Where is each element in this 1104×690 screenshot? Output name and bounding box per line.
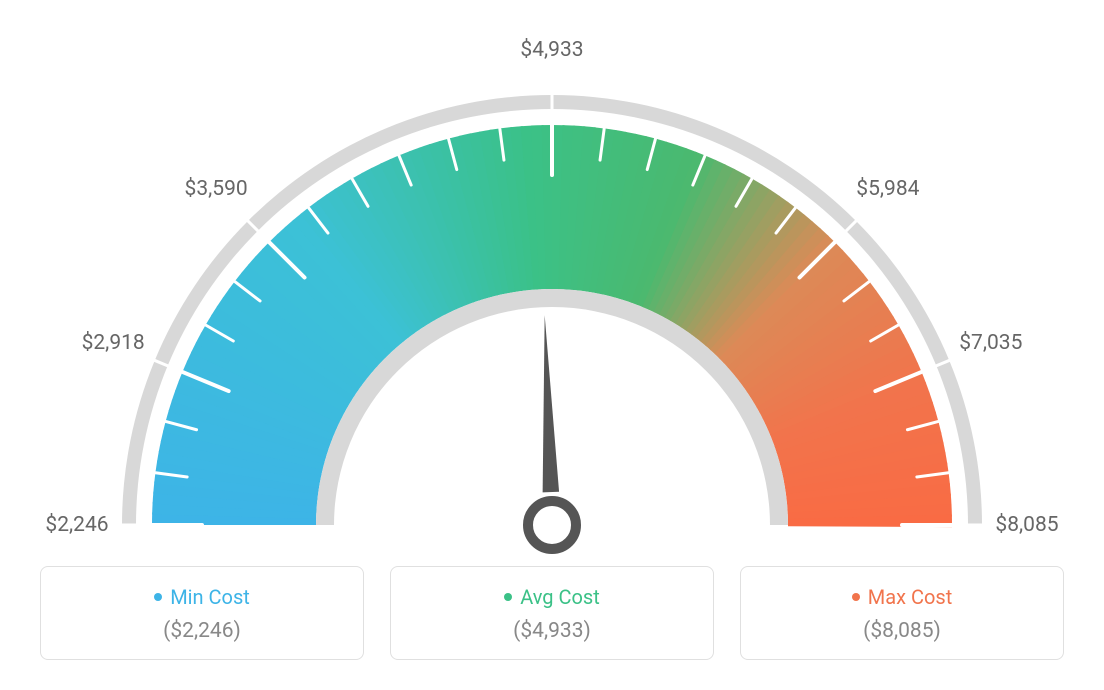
- gauge-tick-label: $8,085: [995, 513, 1058, 537]
- cost-gauge-container: $2,246 $2,918 $3,590 $4,933 $5,984 $7,035 $8,0…: [0, 0, 1104, 690]
- legend-dot-max: [852, 593, 860, 601]
- legend-dot-avg: [504, 593, 512, 601]
- legend-card-min: Min Cost ($2,246): [40, 566, 364, 660]
- legend-title-min: Min Cost: [154, 585, 250, 609]
- legend-title-max: Max Cost: [852, 585, 953, 609]
- legend-value-avg: ($4,933): [401, 619, 703, 643]
- gauge-tick-label: $7,035: [959, 331, 1022, 355]
- gauge-tick-label: $5,984: [856, 177, 919, 201]
- legend-dot-min: [154, 593, 162, 601]
- legend-label-max: Max Cost: [868, 585, 953, 609]
- legend-value-min: ($2,246): [51, 619, 353, 643]
- legend-card-avg: Avg Cost ($4,933): [390, 566, 714, 660]
- gauge-tick-label: $2,246: [45, 513, 108, 537]
- legend-card-max: Max Cost ($8,085): [740, 566, 1064, 660]
- gauge-tick-label: $3,590: [185, 177, 248, 201]
- legend-title-avg: Avg Cost: [504, 585, 600, 609]
- legend-value-max: ($8,085): [751, 619, 1053, 643]
- gauge-tick-label: $2,918: [82, 331, 145, 355]
- gauge-chart: $2,246 $2,918 $3,590 $4,933 $5,984 $7,035 $8,0…: [0, 0, 1104, 560]
- legend-row: Min Cost ($2,246) Avg Cost ($4,933) Max …: [40, 566, 1064, 660]
- legend-label-min: Min Cost: [170, 585, 250, 609]
- gauge-svg: [0, 0, 1104, 560]
- legend-label-avg: Avg Cost: [520, 585, 600, 609]
- gauge-tick-label: $4,933: [520, 38, 583, 62]
